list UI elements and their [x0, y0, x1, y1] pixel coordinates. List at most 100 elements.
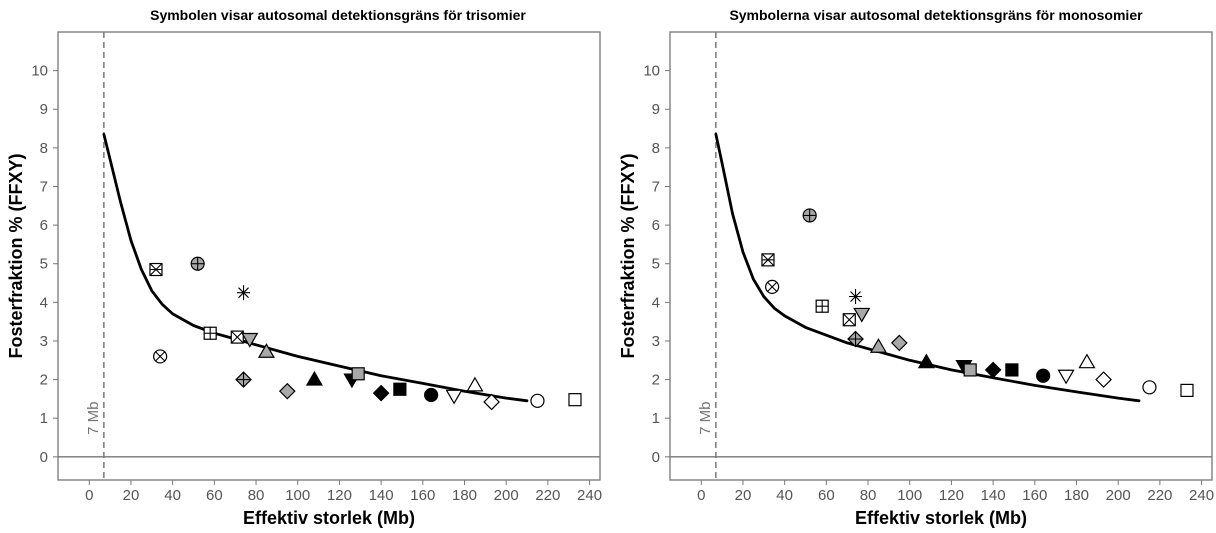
marker-square — [394, 383, 406, 395]
marker-diamond — [986, 362, 1001, 377]
data-point-triangle-down-open — [1059, 370, 1074, 383]
data-point-circle-dot — [191, 257, 204, 270]
marker-square — [1181, 384, 1193, 396]
x-tick-label: 220 — [1147, 487, 1172, 504]
data-point-square-plus — [816, 300, 829, 313]
x-axis-title: Effektiv storlek (Mb) — [243, 508, 415, 528]
data-point-circle-open — [1143, 381, 1156, 394]
marker-circle — [531, 394, 544, 407]
data-point-triangle-black — [307, 372, 322, 385]
plot-frame — [670, 32, 1212, 480]
data-point-square-open — [569, 394, 581, 406]
data-point-circle-x — [154, 350, 167, 363]
y-axis-title: Fosterfraktion % (FFXY) — [6, 153, 26, 358]
data-point-triangle-open — [1079, 355, 1094, 368]
data-point-square-gray — [964, 364, 976, 376]
marker-square — [964, 364, 976, 376]
y-tick-label: 8 — [652, 140, 660, 157]
x-tick-label: 200 — [494, 487, 519, 504]
marker-triangle — [467, 378, 482, 391]
y-tick-label: 4 — [652, 294, 660, 311]
data-point-square-cross — [761, 254, 774, 266]
data-point-square-open — [1181, 384, 1193, 396]
x-tick-label: 20 — [123, 487, 140, 504]
y-tick-label: 7 — [40, 178, 48, 195]
marker-triangle — [307, 372, 322, 385]
x-tick-label: 100 — [897, 487, 922, 504]
marker-circle — [425, 389, 438, 402]
x-axis-title: Effektiv storlek (Mb) — [855, 508, 1027, 528]
marker-triangle — [1079, 355, 1094, 368]
monosomy-panel: Symbolerna visar autosomal detektionsgrä… — [618, 7, 1214, 528]
x-tick-label: 240 — [577, 487, 602, 504]
y-tick-label: 9 — [40, 101, 48, 118]
y-tick-label: 7 — [652, 178, 660, 195]
marker-triangle — [919, 355, 934, 368]
data-point-asterisk — [237, 285, 250, 300]
x-tick-label: 60 — [818, 487, 835, 504]
data-point-square-x — [843, 314, 855, 326]
x-tick-label: 160 — [410, 487, 435, 504]
data-point-circle-black — [1037, 369, 1050, 382]
y-tick-label: 5 — [652, 256, 660, 273]
y-axis-title: Fosterfraktion % (FFXY) — [618, 153, 638, 358]
x-tick-label: 120 — [327, 487, 352, 504]
data-point-square-black — [1006, 364, 1018, 376]
marker-diamond — [374, 386, 389, 401]
marker-square — [569, 394, 581, 406]
data-point-circle-x — [766, 280, 779, 293]
x-tick-label: 180 — [452, 487, 477, 504]
plot-frame — [58, 32, 600, 480]
chart-title: Symbolen visar autosomal detektionsgräns… — [150, 7, 526, 23]
reference-line-label: 7 Mb — [85, 402, 102, 435]
reference-line-label: 7 Mb — [697, 402, 714, 435]
y-tick-label: 1 — [652, 410, 660, 427]
data-point-triangle-down-open — [447, 390, 462, 403]
data-point-triangle-black — [919, 355, 934, 368]
data-point-diamond-gray — [892, 335, 907, 350]
x-tick-label: 80 — [248, 487, 265, 504]
x-tick-label: 200 — [1106, 487, 1131, 504]
marker-triangle — [871, 339, 886, 352]
data-point-square-black — [394, 383, 406, 395]
data-point-circle-black — [425, 389, 438, 402]
data-marks — [716, 32, 1193, 480]
marker-triangle-down — [1059, 370, 1074, 383]
data-point-square-cross — [149, 264, 162, 276]
data-point-square-plus — [204, 327, 217, 340]
marker-triangle-down — [854, 308, 869, 321]
y-tick-label: 10 — [31, 63, 48, 80]
x-tick-label: 0 — [697, 487, 705, 504]
marker-circle — [1037, 369, 1050, 382]
y-tick-label: 2 — [40, 372, 48, 389]
y-tick-label: 4 — [40, 294, 48, 311]
data-point-triangle-open — [467, 378, 482, 391]
x-tick-label: 40 — [164, 487, 181, 504]
data-point-diamond-black — [374, 386, 389, 401]
data-point-square-x — [231, 331, 243, 343]
data-point-triangle-down-gray — [854, 308, 869, 321]
y-tick-label: 6 — [652, 217, 660, 234]
y-tick-label: 5 — [40, 256, 48, 273]
marker-diamond — [280, 384, 295, 399]
data-marks — [104, 32, 581, 480]
marker-diamond — [892, 335, 907, 350]
x-tick-label: 120 — [939, 487, 964, 504]
y-tick-label: 6 — [40, 217, 48, 234]
data-point-diamond-open — [1096, 372, 1111, 387]
y-tick-label: 0 — [652, 449, 660, 466]
x-tick-label: 20 — [735, 487, 752, 504]
x-tick-label: 160 — [1022, 487, 1047, 504]
marker-triangle-down — [447, 390, 462, 403]
x-tick-label: 60 — [206, 487, 223, 504]
marker-circle — [1143, 381, 1156, 394]
marker-square — [1006, 364, 1018, 376]
data-point-triangle-gray — [871, 339, 886, 352]
y-tick-label: 3 — [40, 333, 48, 350]
y-tick-label: 1 — [40, 410, 48, 427]
x-tick-label: 220 — [535, 487, 560, 504]
y-tick-label: 3 — [652, 333, 660, 350]
data-point-diamond-black — [986, 362, 1001, 377]
data-point-asterisk — [849, 289, 862, 304]
data-point-diamond-gray — [280, 384, 295, 399]
